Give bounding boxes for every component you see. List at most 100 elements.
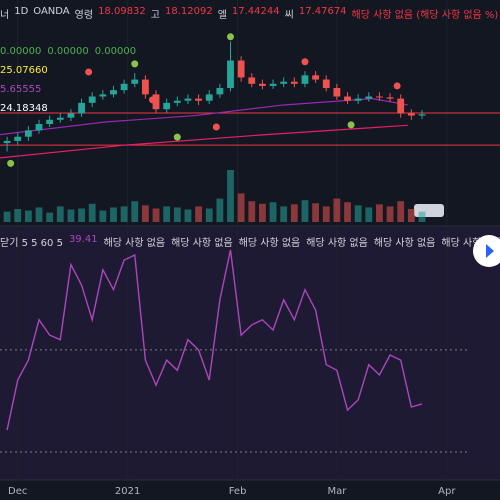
volume-bar <box>248 201 256 222</box>
candle-body <box>216 88 224 95</box>
volume-bar <box>397 201 405 222</box>
exchange: OANDA <box>33 6 70 17</box>
candle-body <box>301 75 309 84</box>
scroll-button[interactable] <box>472 234 500 268</box>
indicator-value: 25.07660 <box>0 65 48 76</box>
volume-bar <box>290 204 298 222</box>
x-tick-label: Apr <box>438 486 456 497</box>
volume-bar <box>78 208 85 222</box>
volume-bar <box>344 202 351 222</box>
rsi-note: 해당 사항 없음 <box>171 238 233 249</box>
volume-bar <box>312 203 320 222</box>
candle-body <box>46 119 54 125</box>
candle-body <box>152 94 160 110</box>
ohlc-label: 영령 <box>74 10 94 21</box>
rsi-note: 해당 사항 없음 <box>441 238 500 249</box>
volume-bar <box>173 207 181 222</box>
candle-body <box>173 100 181 103</box>
candle-body <box>259 83 266 86</box>
candle-body <box>78 102 85 114</box>
candle-body <box>24 130 32 137</box>
change: 해당 사항 없음 (해당 사항 없음 %) <box>351 10 499 21</box>
volume-bar <box>227 170 234 222</box>
candle-body <box>99 94 107 97</box>
indicator-legend: 25.07660 <box>0 65 48 76</box>
candle-body <box>397 98 405 114</box>
indicator-value: 0.00000 <box>0 46 42 57</box>
candle-body <box>248 77 256 84</box>
pivot-marker <box>301 58 309 66</box>
pivot-marker <box>85 68 93 76</box>
volume-bar <box>259 203 266 222</box>
volume-bar <box>386 206 394 222</box>
pivot-marker <box>7 159 15 167</box>
volume-bar <box>46 212 54 222</box>
rsi-note: 해당 사항 없음 <box>103 238 166 249</box>
x-tick-label: Dec <box>8 486 27 497</box>
button-arrow[interactable] <box>486 244 494 258</box>
ohlc-value: 18.12092 <box>164 6 213 17</box>
rsi-note: 해당 사항 없음 <box>373 238 436 249</box>
moving-average <box>0 98 408 136</box>
moving-average <box>0 124 408 159</box>
pivot-marker <box>148 96 156 104</box>
candle-body <box>418 114 426 116</box>
rsi-note: 해당 사항 없음 <box>306 238 368 249</box>
ohlc-label: 씨 <box>284 10 294 21</box>
volume-bar <box>407 209 415 222</box>
volume-bar <box>418 211 426 222</box>
volume-bar <box>280 206 288 222</box>
volume-bar <box>163 206 171 222</box>
candle-body <box>354 98 362 101</box>
pivot-marker <box>173 133 181 141</box>
candle-body <box>269 83 277 86</box>
candle-body <box>35 124 43 131</box>
volume-bar <box>216 198 224 222</box>
pivot-marker <box>347 121 355 129</box>
candle-body <box>322 79 330 89</box>
candle-body <box>120 83 128 91</box>
volume-bar <box>14 209 22 222</box>
candle-body <box>195 98 202 101</box>
candle-body <box>386 97 394 99</box>
candle-body <box>205 94 213 101</box>
header: 너 1D OANDA 영령 18.09832 고 18.12092 엘 17.4424… <box>0 6 498 21</box>
volume-bar <box>184 209 192 222</box>
candle-body <box>67 113 75 118</box>
candle-body <box>110 90 117 95</box>
candle-body <box>131 79 139 84</box>
candle-body <box>3 140 11 144</box>
indicator-value: 0.00000 <box>47 46 89 57</box>
volume-bar <box>120 206 128 222</box>
rsi-pane <box>0 226 500 480</box>
candle-body <box>14 136 22 141</box>
ohlc-value: 17.44244 <box>231 6 280 17</box>
volume-bar <box>110 207 117 222</box>
volume-bar <box>269 202 277 222</box>
volume-bar <box>67 209 75 222</box>
x-tick-label: Mar <box>327 486 347 497</box>
volume-bar <box>354 205 362 222</box>
indicator-value: 5.65555 <box>0 84 42 95</box>
rsi-line <box>6 249 423 431</box>
candle-body <box>344 96 351 101</box>
volume-bar <box>152 208 160 222</box>
volume-bar <box>205 208 213 222</box>
indicator-legend: 5.65555 <box>0 84 41 95</box>
indicator-value: 24.18348 <box>0 103 48 114</box>
volume-bar <box>237 193 245 222</box>
candle-body <box>88 96 96 103</box>
interval: 1D <box>14 6 29 17</box>
ohlc-label: 엘 <box>217 10 227 21</box>
candle-body <box>407 113 415 116</box>
volume-bar <box>376 204 383 222</box>
flag-icon <box>414 204 444 217</box>
x-tick-label: 2021 <box>115 486 140 497</box>
indicator-value: 0.00000 <box>94 46 137 57</box>
candle-body <box>365 96 373 99</box>
pivot-marker <box>226 33 234 41</box>
candle-body <box>333 88 341 97</box>
volume-bar <box>99 210 107 222</box>
volume-bar <box>131 201 139 222</box>
